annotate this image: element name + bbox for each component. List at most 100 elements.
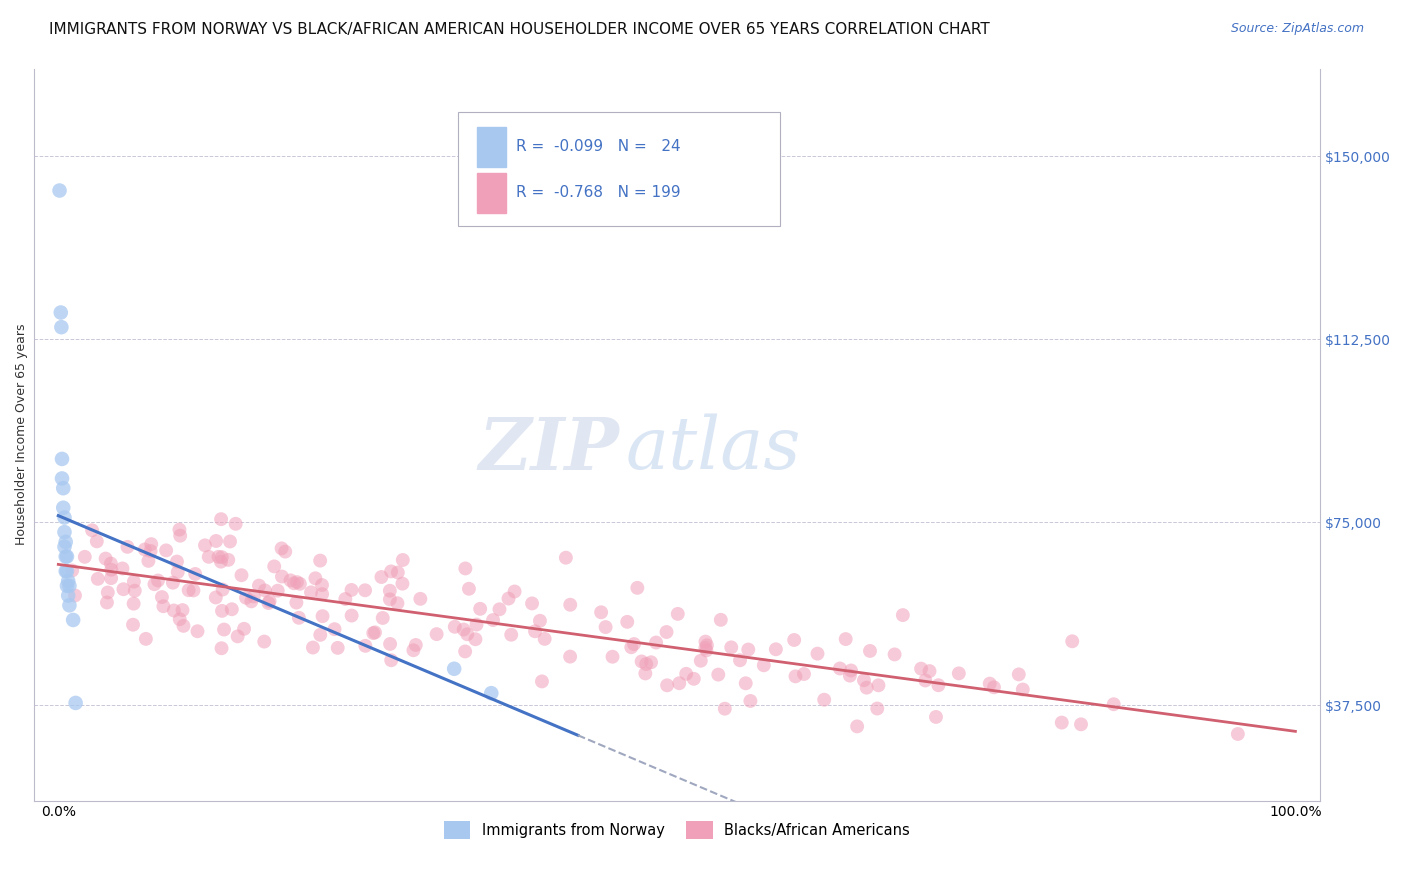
Point	[134, 542, 156, 557]
Point	[839, 664, 862, 678]
Point	[714, 701, 737, 715]
Point	[247, 578, 270, 592]
Point	[391, 553, 413, 567]
Point	[56, 579, 79, 593]
Point	[409, 591, 432, 606]
Point	[122, 597, 145, 611]
Point	[52, 500, 75, 515]
Point	[55, 549, 77, 564]
Point	[58, 589, 80, 603]
Point	[655, 678, 678, 692]
Point	[184, 566, 207, 581]
Point	[53, 540, 76, 554]
Point	[117, 540, 139, 554]
Point	[58, 599, 80, 613]
Point	[852, 673, 875, 688]
Point	[405, 638, 427, 652]
Point	[65, 696, 87, 710]
Point	[166, 565, 188, 579]
Point	[183, 583, 205, 598]
Point	[402, 643, 425, 657]
Point	[96, 595, 118, 609]
Point	[927, 678, 949, 692]
Point	[56, 564, 79, 578]
Point	[112, 582, 135, 597]
Point	[645, 635, 668, 649]
Point	[326, 640, 349, 655]
Point	[866, 701, 889, 715]
Point	[122, 617, 145, 632]
Point	[259, 594, 281, 608]
Point	[240, 594, 263, 608]
Point	[143, 577, 166, 591]
Point	[285, 575, 308, 590]
Point	[883, 648, 905, 662]
Point	[211, 641, 233, 656]
Point	[838, 668, 860, 682]
Point	[1011, 682, 1033, 697]
Point	[634, 666, 657, 681]
Bar	[478, 173, 506, 213]
Point	[482, 613, 505, 627]
Point	[194, 538, 217, 552]
Point	[233, 622, 256, 636]
Point	[48, 184, 70, 198]
Point	[197, 549, 219, 564]
Point	[636, 657, 658, 671]
Point	[361, 626, 384, 640]
Point	[1062, 634, 1084, 648]
Point	[620, 640, 643, 655]
Point	[253, 583, 276, 598]
Point	[221, 602, 243, 616]
Point	[311, 609, 333, 624]
Point	[498, 591, 520, 606]
Point	[270, 541, 292, 556]
Point	[948, 666, 970, 681]
Point	[918, 664, 941, 678]
Text: IMMIGRANTS FROM NORWAY VS BLACK/AFRICAN AMERICAN HOUSEHOLDER INCOME OVER 65 YEAR: IMMIGRANTS FROM NORWAY VS BLACK/AFRICAN …	[49, 22, 990, 37]
Point	[155, 543, 177, 558]
Point	[207, 549, 229, 564]
Point	[311, 578, 333, 592]
Point	[529, 614, 551, 628]
Point	[465, 617, 488, 632]
Point	[205, 533, 228, 548]
Point	[910, 662, 932, 676]
Point	[97, 585, 120, 599]
Point	[503, 584, 526, 599]
Point	[453, 623, 475, 637]
Point	[855, 681, 877, 695]
Point	[309, 553, 332, 567]
Point	[309, 628, 332, 642]
Point	[387, 596, 409, 610]
Point	[728, 653, 751, 667]
Point	[533, 632, 555, 646]
Point	[616, 615, 638, 629]
Point	[51, 320, 73, 334]
Point	[146, 574, 169, 588]
Point	[602, 649, 624, 664]
Point	[204, 591, 226, 605]
Point	[299, 585, 322, 599]
Point	[443, 620, 465, 634]
Point	[280, 574, 302, 588]
Point	[813, 692, 835, 706]
Point	[765, 642, 787, 657]
Point	[734, 676, 756, 690]
Point	[979, 676, 1001, 690]
Point	[62, 613, 84, 627]
Point	[166, 555, 188, 569]
Point	[454, 644, 477, 658]
Point	[100, 563, 122, 577]
Point	[793, 667, 815, 681]
Point	[219, 534, 242, 549]
Point	[558, 649, 581, 664]
Point	[257, 596, 280, 610]
Bar	[478, 127, 506, 167]
Point	[152, 599, 174, 614]
Point	[186, 624, 208, 639]
Point	[378, 592, 401, 607]
Point	[212, 623, 235, 637]
Point	[177, 583, 200, 598]
Point	[682, 672, 704, 686]
